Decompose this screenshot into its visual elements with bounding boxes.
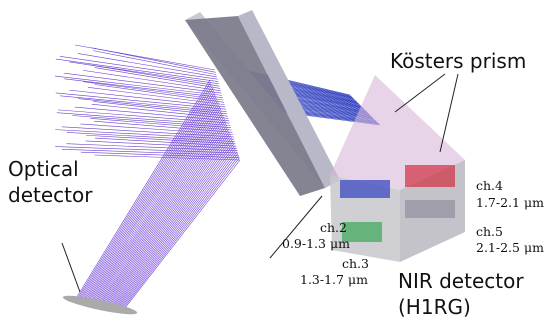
channel-range: 1.3-1.7 μm [300,272,368,287]
pointer [62,243,80,292]
detector-label: Optical [8,157,79,181]
ray [119,150,237,307]
ray [101,121,226,304]
ray [93,51,216,75]
channel-2-beam [340,180,390,198]
ray [120,152,237,307]
ray [55,130,234,140]
pointer [440,74,458,152]
channel-name: ch.5 [476,224,503,239]
channel-range: 2.1-2.5 μm [476,240,544,255]
ray [93,109,221,303]
optics-diagram: Kösters prism Optical detector ch.2 0.9-… [0,0,556,326]
ray [125,160,240,308]
channel-5-beam [405,200,455,218]
ray [92,107,220,303]
ray [83,70,221,90]
ray [67,132,235,141]
ray [97,115,223,304]
prism-label: Kösters prism [390,49,526,73]
ray [81,152,239,158]
channel-name: ch.4 [476,178,503,193]
channel-range: 0.9-1.3 μm [282,236,350,251]
ray [116,146,235,307]
ray [64,79,222,98]
channel-4-beam [405,165,455,187]
ray [112,139,232,305]
pointer [395,74,445,112]
ray [117,148,235,307]
nir-label: (H1RG) [398,295,471,319]
ray [111,137,232,305]
detector-label: detector [8,183,93,207]
channel-name: ch.2 [320,220,347,235]
ray [96,113,223,303]
ray [110,135,231,305]
ray [88,65,219,86]
channel-name: ch.3 [342,256,369,271]
ray [55,76,222,95]
nir-label: NIR detector [398,269,524,293]
channel-range: 1.7-2.1 μm [476,195,544,210]
